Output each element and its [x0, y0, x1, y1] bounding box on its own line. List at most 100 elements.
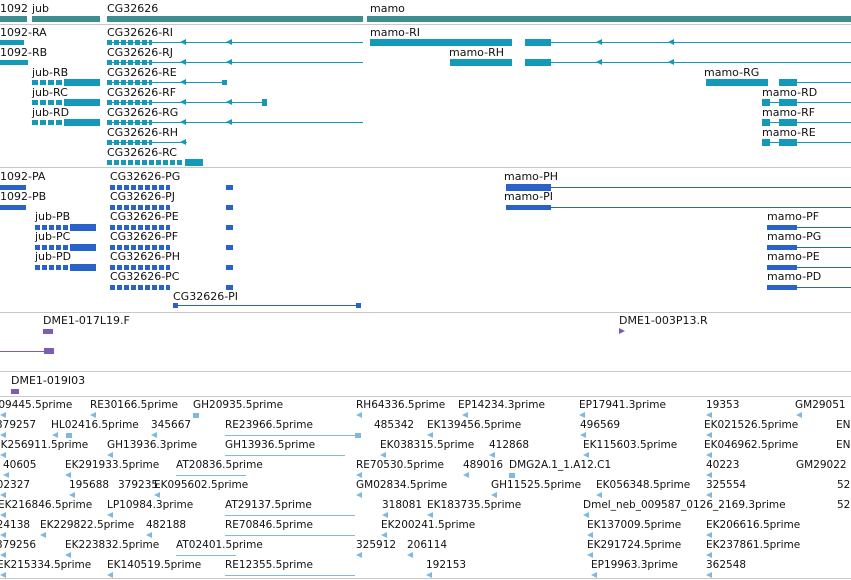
est-label[interactable]: AT02401.5prime: [176, 539, 263, 551]
est-label[interactable]: EP14234.3prime: [458, 399, 545, 411]
est-label[interactable]: EK291933.5prime: [65, 459, 160, 471]
transcript-exons[interactable]: [107, 120, 152, 125]
est-label[interactable]: 195688: [69, 479, 110, 491]
est-label[interactable]: RE70530.5prime: [356, 459, 444, 471]
est-feature[interactable]: [382, 512, 388, 518]
bac-feature[interactable]: [44, 348, 54, 354]
est-feature[interactable]: [427, 512, 433, 518]
est-feature[interactable]: [0, 512, 6, 518]
est-feature[interactable]: [151, 432, 157, 438]
protein-label[interactable]: CG32626-PC: [110, 270, 180, 283]
protein-exons[interactable]: [110, 225, 170, 230]
est-label[interactable]: EK183735.5prime: [427, 499, 522, 511]
est-label[interactable]: 379235: [118, 479, 159, 491]
est-label[interactable]: 379257: [0, 419, 37, 431]
est-label[interactable]: 325554: [706, 479, 747, 491]
est-label[interactable]: 402327: [0, 479, 31, 491]
protein-exons[interactable]: [35, 225, 68, 230]
transcript-feature[interactable]: [0, 40, 24, 45]
est-feature[interactable]: [0, 412, 6, 418]
est-feature[interactable]: [3, 472, 9, 478]
transcript-feature[interactable]: [222, 80, 227, 85]
est-label[interactable]: AT29137.5prime: [225, 499, 312, 511]
gene-label[interactable]: jub: [32, 2, 50, 15]
est-feature[interactable]: [427, 432, 433, 438]
est-feature[interactable]: [66, 433, 72, 438]
est-feature[interactable]: [491, 492, 497, 498]
protein-feature[interactable]: [226, 245, 233, 250]
protein-label[interactable]: CG32626-PJ: [110, 190, 176, 203]
est-label[interactable]: 52: [837, 479, 851, 491]
est-label[interactable]: RE30166.5prime: [90, 399, 178, 411]
protein-exons[interactable]: [35, 245, 68, 250]
transcript-label[interactable]: mamo-RD: [762, 86, 818, 99]
est-label[interactable]: GM02834.5prime: [356, 479, 448, 491]
transcript-feature[interactable]: [525, 59, 551, 66]
transcript-feature[interactable]: [64, 79, 100, 86]
est-feature[interactable]: [356, 412, 362, 418]
transcript-label[interactable]: jub-RB: [32, 66, 69, 79]
est-feature[interactable]: [176, 555, 236, 556]
est-feature[interactable]: [107, 452, 113, 458]
est-feature[interactable]: [706, 492, 712, 498]
protein-feature[interactable]: [226, 205, 233, 210]
transcript-label[interactable]: CG32626-RJ: [107, 46, 174, 59]
est-label[interactable]: 40605: [3, 459, 37, 471]
est-label[interactable]: 40223: [706, 459, 740, 471]
est-label[interactable]: 424138: [0, 519, 31, 531]
est-feature[interactable]: [225, 535, 355, 536]
est-feature[interactable]: [583, 512, 589, 518]
protein-label[interactable]: mamo-PD: [767, 270, 822, 283]
transcript-label[interactable]: jub-RC: [32, 86, 68, 99]
est-label[interactable]: 206114: [407, 539, 448, 551]
est-label[interactable]: EK115603.5prime: [583, 439, 678, 451]
bac-label[interactable]: DME1-003P13.R: [619, 314, 708, 327]
protein-feature[interactable]: [226, 265, 233, 270]
protein-exons[interactable]: [110, 265, 170, 270]
transcript-label[interactable]: CG32626-RG: [107, 106, 179, 119]
protein-label[interactable]: jub-PB: [35, 210, 71, 223]
protein-label[interactable]: mamo-PI: [504, 190, 553, 203]
est-label[interactable]: GM29051: [795, 399, 846, 411]
est-label[interactable]: GH20935.5prime: [193, 399, 284, 411]
est-feature[interactable]: [356, 472, 362, 478]
transcript-label[interactable]: 1092-RA: [0, 26, 47, 39]
protein-feature[interactable]: [0, 205, 26, 210]
est-feature[interactable]: [146, 532, 152, 538]
protein-label[interactable]: CG32626-PI: [173, 290, 239, 303]
est-feature[interactable]: [65, 552, 71, 558]
transcript-exons[interactable]: [107, 60, 152, 65]
transcript-exons[interactable]: [107, 40, 152, 45]
est-label[interactable]: EK140519.5prime: [107, 559, 202, 571]
transcript-feature[interactable]: [370, 39, 512, 46]
transcript-exons[interactable]: [32, 120, 62, 125]
transcript-feature[interactable]: [450, 59, 512, 66]
est-feature[interactable]: [107, 512, 113, 518]
protein-exons[interactable]: [110, 205, 170, 210]
transcript-feature[interactable]: [525, 39, 551, 46]
est-feature[interactable]: [356, 492, 362, 498]
est-label[interactable]: 345667: [151, 419, 192, 431]
est-feature[interactable]: [40, 532, 46, 538]
transcript-feature[interactable]: [185, 159, 203, 166]
est-label[interactable]: RE70846.5prime: [225, 519, 313, 531]
est-feature[interactable]: [596, 492, 602, 498]
transcript-label[interactable]: mamo-RH: [449, 46, 504, 59]
est-feature[interactable]: [407, 552, 413, 558]
transcript-feature[interactable]: [0, 60, 28, 65]
est-label[interactable]: GH13936.5prime: [225, 439, 316, 451]
transcript-feature[interactable]: [706, 79, 768, 86]
transcript-label[interactable]: mamo-RG: [704, 66, 760, 79]
gene-feature[interactable]: [0, 16, 27, 22]
bac-feature[interactable]: [0, 351, 44, 352]
est-label[interactable]: GH11525.5prime: [491, 479, 582, 491]
est-feature[interactable]: [489, 452, 495, 458]
transcript-exons[interactable]: [32, 100, 62, 105]
transcript-exons[interactable]: [107, 160, 182, 165]
est-feature[interactable]: [225, 515, 355, 516]
est-feature[interactable]: [0, 432, 6, 438]
est-label[interactable]: HL02416.5prime: [51, 419, 139, 431]
protein-feature[interactable]: [70, 264, 96, 271]
protein-exons[interactable]: [110, 185, 170, 190]
